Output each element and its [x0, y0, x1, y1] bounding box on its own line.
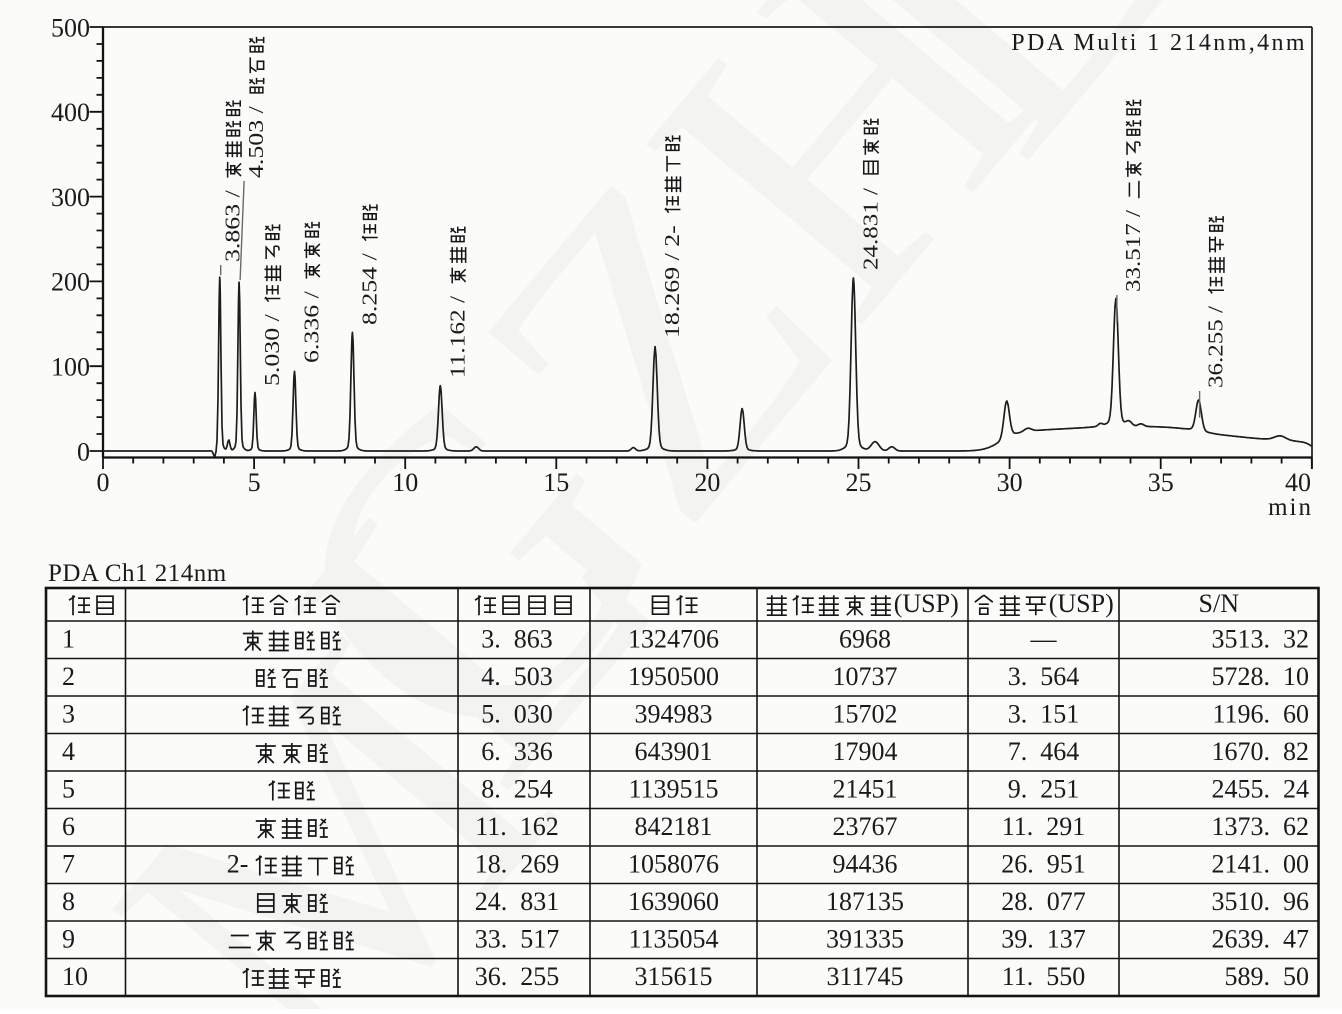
svg-text:100: 100 [51, 353, 90, 382]
svg-text:1670. 82: 1670. 82 [1212, 737, 1310, 766]
svg-text:20: 20 [694, 468, 720, 497]
svg-text:7. 464: 7. 464 [1008, 737, 1080, 766]
svg-text:311745: 311745 [826, 962, 903, 991]
svg-text:23767: 23767 [833, 812, 898, 841]
svg-text:1: 1 [62, 625, 75, 654]
svg-text:15: 15 [543, 468, 569, 497]
svg-text:18. 269: 18. 269 [475, 850, 560, 879]
svg-text:1373. 62: 1373. 62 [1212, 812, 1310, 841]
svg-text:8: 8 [62, 887, 75, 916]
svg-text:2455. 24: 2455. 24 [1212, 775, 1310, 804]
svg-text:0: 0 [77, 437, 90, 466]
svg-text:8.254 /: 8.254 / [357, 253, 381, 325]
svg-text:8. 254: 8. 254 [481, 775, 553, 804]
svg-text:36. 255: 36. 255 [475, 962, 560, 991]
svg-text:25: 25 [846, 468, 872, 497]
svg-text:5728. 10: 5728. 10 [1212, 662, 1310, 691]
svg-text:26. 951: 26. 951 [1001, 850, 1086, 879]
svg-text:7: 7 [62, 850, 75, 879]
svg-text:PDA Multi 1 214nm,4nm: PDA Multi 1 214nm,4nm [1011, 30, 1307, 56]
svg-text:6968: 6968 [839, 625, 891, 654]
svg-text:1139515: 1139515 [628, 775, 718, 804]
svg-text:10: 10 [62, 962, 88, 991]
svg-text:10737: 10737 [833, 662, 898, 691]
svg-text:39. 137: 39. 137 [1001, 925, 1086, 954]
svg-text:500: 500 [51, 13, 90, 42]
svg-text:36.255 /: 36.255 / [1204, 306, 1228, 388]
svg-text:2-: 2- [227, 850, 249, 879]
svg-text:5.030 /: 5.030 / [260, 314, 284, 386]
svg-text:30: 30 [997, 468, 1023, 497]
svg-text:1196. 60: 1196. 60 [1212, 700, 1309, 729]
svg-text:4.503 /: 4.503 / [244, 106, 268, 178]
svg-text:4: 4 [62, 737, 75, 766]
svg-text:6: 6 [62, 812, 75, 841]
svg-text:3513. 32: 3513. 32 [1212, 625, 1310, 654]
svg-text:33.517 /: 33.517 / [1121, 210, 1145, 292]
svg-text:589. 50: 589. 50 [1225, 962, 1310, 991]
svg-text:842181: 842181 [635, 812, 713, 841]
svg-text:0: 0 [97, 468, 110, 497]
svg-text:11. 550: 11. 550 [1002, 962, 1086, 991]
svg-text:5. 030: 5. 030 [481, 700, 553, 729]
svg-text:17904: 17904 [833, 737, 898, 766]
svg-text:1324706: 1324706 [628, 625, 719, 654]
svg-text:5: 5 [62, 775, 75, 804]
svg-text:200: 200 [51, 268, 90, 297]
svg-text:6. 336: 6. 336 [481, 737, 553, 766]
svg-text:(USP): (USP) [894, 589, 959, 618]
svg-text:21451: 21451 [833, 775, 898, 804]
svg-text:6.336 /: 6.336 / [300, 291, 324, 363]
svg-text:1639060: 1639060 [628, 887, 719, 916]
svg-text:—: — [1030, 625, 1058, 654]
svg-text:3. 564: 3. 564 [1008, 662, 1080, 691]
svg-text:(USP): (USP) [1049, 589, 1114, 618]
svg-text:24. 831: 24. 831 [475, 887, 560, 916]
svg-text:5: 5 [248, 468, 261, 497]
svg-text:391335: 391335 [826, 925, 904, 954]
svg-text:1058076: 1058076 [628, 850, 719, 879]
svg-text:9: 9 [62, 925, 75, 954]
svg-text:2: 2 [62, 662, 75, 691]
svg-text:4. 503: 4. 503 [481, 662, 553, 691]
svg-text:15702: 15702 [833, 700, 898, 729]
svg-text:94436: 94436 [833, 850, 898, 879]
svg-text:400: 400 [51, 98, 90, 127]
svg-text:11.162 /: 11.162 / [445, 296, 469, 378]
svg-text:28. 077: 28. 077 [1001, 887, 1086, 916]
svg-text:PDA Ch1 214nm: PDA Ch1 214nm [48, 560, 227, 587]
svg-text:11. 291: 11. 291 [1002, 812, 1086, 841]
svg-text:min: min [1268, 494, 1313, 521]
svg-text:24.831 /: 24.831 / [858, 188, 882, 270]
svg-text:10: 10 [392, 468, 418, 497]
svg-text:187135: 187135 [826, 887, 904, 916]
svg-text:11. 162: 11. 162 [475, 812, 559, 841]
svg-text:315615: 315615 [635, 962, 713, 991]
svg-text:394983: 394983 [635, 700, 713, 729]
svg-text:33. 517: 33. 517 [475, 925, 560, 954]
svg-text:643901: 643901 [635, 737, 713, 766]
svg-text:3: 3 [62, 700, 75, 729]
svg-text:9. 251: 9. 251 [1008, 775, 1080, 804]
svg-text:1950500: 1950500 [628, 662, 719, 691]
svg-text:3. 863: 3. 863 [481, 625, 553, 654]
svg-text:300: 300 [51, 183, 90, 212]
svg-text:35: 35 [1148, 468, 1174, 497]
svg-text:18.269 / 2-: 18.269 / 2- [660, 225, 684, 338]
svg-text:40: 40 [1285, 468, 1311, 497]
svg-text:2141. 00: 2141. 00 [1212, 850, 1310, 879]
svg-text:3510. 96: 3510. 96 [1212, 887, 1310, 916]
svg-text:1135054: 1135054 [628, 925, 718, 954]
svg-text:3. 151: 3. 151 [1008, 700, 1080, 729]
svg-text:2639. 47: 2639. 47 [1212, 925, 1310, 954]
svg-text:S/N: S/N [1199, 589, 1240, 618]
